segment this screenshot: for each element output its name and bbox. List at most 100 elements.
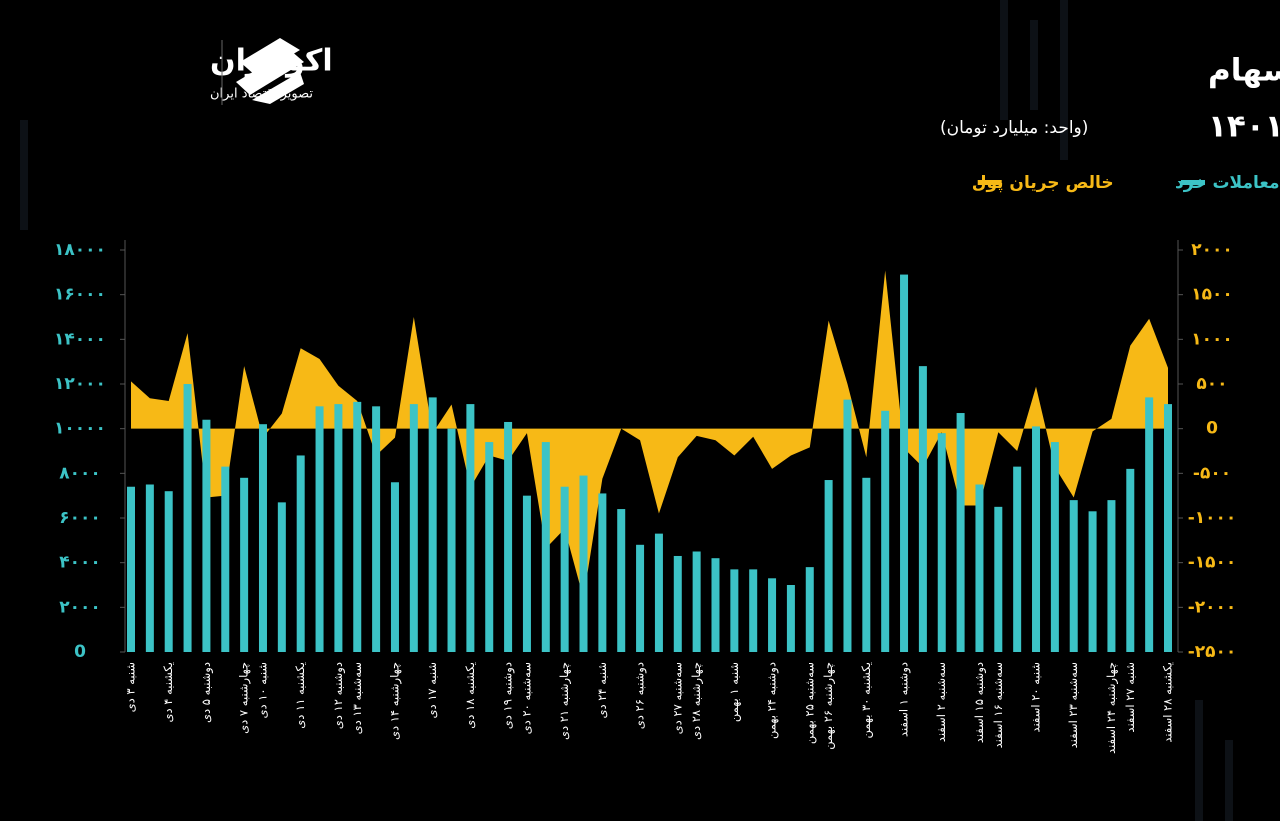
x-tick-label: دوشنبه ۱۹ دی xyxy=(501,662,516,729)
bar xyxy=(1126,468,1135,652)
y-tick-label: ۱۴۰۰۰ xyxy=(54,329,106,349)
bar xyxy=(1069,500,1078,652)
x-tick-label: یکشنبه ۱۸ دی xyxy=(463,662,477,729)
legend-label: خالص جریان پول xyxy=(972,173,1114,193)
bar xyxy=(994,506,1003,652)
bar xyxy=(862,477,871,652)
legend-label: ارزش معاملات خرد xyxy=(1175,173,1280,193)
x-tick-label: شنبه ۱۷ دی xyxy=(425,662,439,719)
y2-tick-label: -۱۰۰۰ xyxy=(1188,508,1237,528)
bar xyxy=(617,509,626,652)
bar xyxy=(692,551,701,652)
bar xyxy=(296,455,305,652)
y2-tick-label: -۵۰۰ xyxy=(1193,463,1231,483)
y2-tick-label: -۲۵۰۰ xyxy=(1188,642,1237,662)
y-tick-label: ۱۸۰۰۰ xyxy=(54,240,106,260)
x-tick-label: سه‌شنبه ۱۳ دی xyxy=(350,662,364,734)
bar xyxy=(183,384,192,652)
bar xyxy=(1088,511,1097,652)
y-tick-label: ۱۶۰۰۰ xyxy=(54,285,106,305)
bar xyxy=(560,486,569,652)
bar xyxy=(843,399,852,652)
area xyxy=(131,270,1168,599)
x-tick-label: دوشنبه ۲۶ دی xyxy=(633,662,648,729)
x-tick-label: شنبه ۲۰ اسفند xyxy=(1029,662,1043,733)
bar xyxy=(768,578,777,652)
chart-subtitle: در زمستان ۱۴۰۱ xyxy=(1208,109,1280,145)
bar xyxy=(805,567,814,652)
x-tick-label: چهارشنبه ۱۴ دی xyxy=(387,662,402,740)
bar xyxy=(145,484,154,652)
x-tick-label: شنبه ۳ دی xyxy=(124,662,138,712)
x-tick-label: چهارشنبه ۷ دی xyxy=(237,662,252,734)
bar xyxy=(447,428,456,652)
y-tick-label: ۱۲۰۰۰ xyxy=(54,374,106,394)
bar xyxy=(277,502,286,652)
x-tick-label: شنبه ۲۴ دی xyxy=(595,662,609,719)
y-tick-label: ۲۰۰۰ xyxy=(59,597,101,617)
bar xyxy=(390,482,399,652)
bar xyxy=(353,401,362,652)
x-tick-label: یکشنبه ۲۸ اسفند xyxy=(1161,662,1175,743)
logo-icon xyxy=(236,38,304,104)
bar xyxy=(881,410,890,652)
x-tick-label: چهارشنبه ۲۴ اسفند xyxy=(1104,662,1119,754)
bar xyxy=(164,491,173,652)
bar xyxy=(900,274,909,652)
bar xyxy=(1032,426,1041,652)
x-tick-label: یکشنبه ۴ دی xyxy=(161,662,175,723)
y-tick-label: ۸۰۰۰ xyxy=(59,463,101,483)
bar xyxy=(315,406,324,652)
bar xyxy=(636,544,645,652)
bar xyxy=(956,413,965,652)
x-tick-label: سه‌شنبه ۲۷ دی xyxy=(670,662,684,734)
bar xyxy=(221,466,230,652)
bar xyxy=(1050,442,1059,652)
bar xyxy=(937,433,946,652)
y-tick-label: ۱۰۰۰۰ xyxy=(54,419,106,439)
x-tick-label: سه‌شنبه ۱۶ اسفند xyxy=(991,662,1005,748)
bar xyxy=(1145,397,1154,652)
x-tick-label: دوشنبه ۲۴ بهمن xyxy=(765,662,780,739)
bar xyxy=(824,480,833,652)
bar xyxy=(579,475,588,652)
y-tick-label: ۴۰۰۰ xyxy=(59,553,101,573)
bar xyxy=(730,569,739,652)
y2-tick-label: 0 xyxy=(1206,419,1218,439)
legend-swatch xyxy=(977,180,1002,185)
legend-swatch xyxy=(1181,180,1205,185)
bar xyxy=(522,495,531,652)
bar xyxy=(598,493,607,652)
bar xyxy=(240,477,249,652)
x-tick-label: سه‌شنبه ۲۰ دی xyxy=(519,662,533,734)
bar xyxy=(428,397,437,652)
x-tick-label: شنبه ۱ بهمن xyxy=(727,662,742,722)
bar xyxy=(372,406,381,652)
y2-tick-label: -۱۵۰۰ xyxy=(1188,553,1237,573)
bar xyxy=(749,569,758,652)
y2-tick-label: ۱۰۰۰ xyxy=(1191,329,1233,349)
x-tick-label: دوشنبه ۱۲ دی xyxy=(331,662,346,729)
y2-tick-label: ۵۰۰ xyxy=(1196,374,1227,394)
bar xyxy=(258,424,267,652)
bar xyxy=(918,366,927,652)
bar xyxy=(1164,404,1172,652)
y-tick-label: ۶۰۰۰ xyxy=(59,508,101,528)
y2-tick-label: -۲۰۰۰ xyxy=(1188,597,1237,617)
x-tick-label: سه‌شنبه ۲۵ بهمن xyxy=(802,662,817,744)
bar xyxy=(541,442,550,652)
x-tick-label: دوشنبه ۱۵ اسفند xyxy=(972,662,987,743)
x-tick-label: چهارشنبه ۲۶ بهمن xyxy=(821,662,836,750)
x-tick-label: چهارشنبه ۲۱ دی xyxy=(557,662,572,740)
x-tick-label: سه‌شنبه ۲ اسفند xyxy=(934,662,948,742)
x-tick-label: یکشنبه ۳۰ بهمن xyxy=(859,662,874,739)
bar xyxy=(673,555,682,652)
x-tick-label: شنبه ۲۷ اسفند xyxy=(1123,662,1137,733)
decoration xyxy=(20,0,1233,821)
legend: ارزش معاملات خرد خالص جریان پول xyxy=(972,173,1280,193)
bar xyxy=(334,404,343,652)
bar xyxy=(127,486,135,652)
bar xyxy=(466,404,475,652)
x-tick-label: چهارشنبه ۲۸ دی xyxy=(689,662,704,740)
